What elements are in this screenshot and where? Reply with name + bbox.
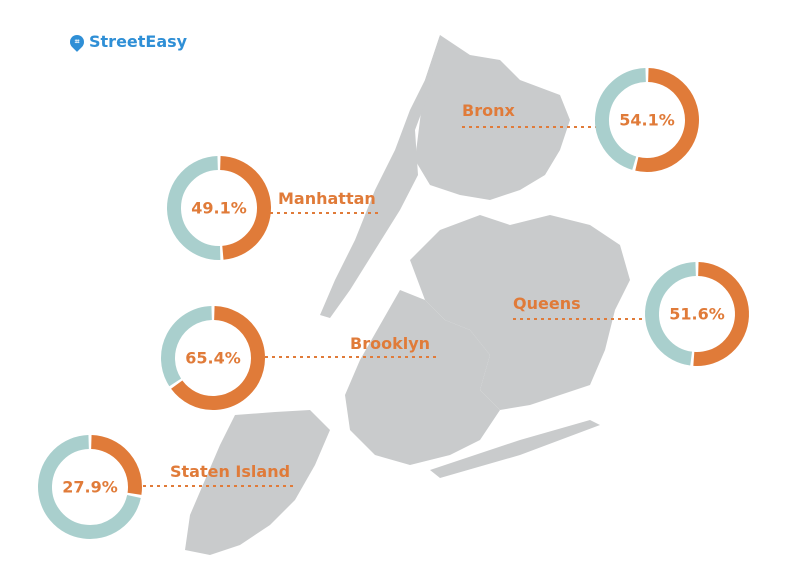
brooklyn-share-segment: [171, 306, 265, 410]
rockaway-shape: [430, 420, 600, 478]
bronx-value-label: 54.1%: [619, 111, 675, 130]
brooklyn-donut: 65.4%: [161, 306, 265, 410]
brooklyn-value-label: 65.4%: [185, 349, 241, 368]
manhattan-name-label: Manhattan: [278, 189, 376, 208]
brooklyn-rest-segment: [161, 306, 213, 387]
manhattan-shape: [320, 35, 440, 318]
staten-island-value-label: 27.9%: [62, 478, 118, 497]
manhattan-share-segment: [219, 156, 271, 260]
queens-rest-segment: [645, 262, 697, 366]
staten-island-rest-segment: [38, 435, 141, 539]
queens-shape: [410, 215, 630, 410]
logo-text: StreetEasy: [89, 32, 188, 51]
queens-value-label: 51.6%: [669, 305, 725, 324]
nyc-map: [185, 35, 630, 555]
manhattan-donut: 49.1%: [166, 156, 271, 260]
leader-lines: [143, 126, 645, 487]
bronx-donut: 54.1%: [595, 68, 699, 172]
bronx-name-label: Bronx: [462, 101, 515, 120]
queens-share-segment: [693, 262, 749, 366]
manhattan-rest-segment: [166, 156, 221, 260]
queens-name-label: Queens: [513, 294, 581, 313]
bronx-rest-segment: [595, 68, 647, 170]
staten-island-share-segment: [90, 435, 142, 495]
bronx-shape: [415, 35, 570, 200]
staten-island-donut: 27.9%: [38, 435, 142, 539]
queens-donut: 51.6%: [645, 262, 749, 366]
bronx-share-segment: [635, 68, 699, 172]
brooklyn-shape: [345, 290, 500, 465]
staten-island-name-label: Staten Island: [170, 462, 290, 481]
staten-island-shape: [185, 410, 330, 555]
brooklyn-name-label: Brooklyn: [350, 334, 430, 353]
streeteasy-logo: ⌗ StreetEasy: [67, 31, 188, 52]
manhattan-value-label: 49.1%: [191, 199, 247, 218]
